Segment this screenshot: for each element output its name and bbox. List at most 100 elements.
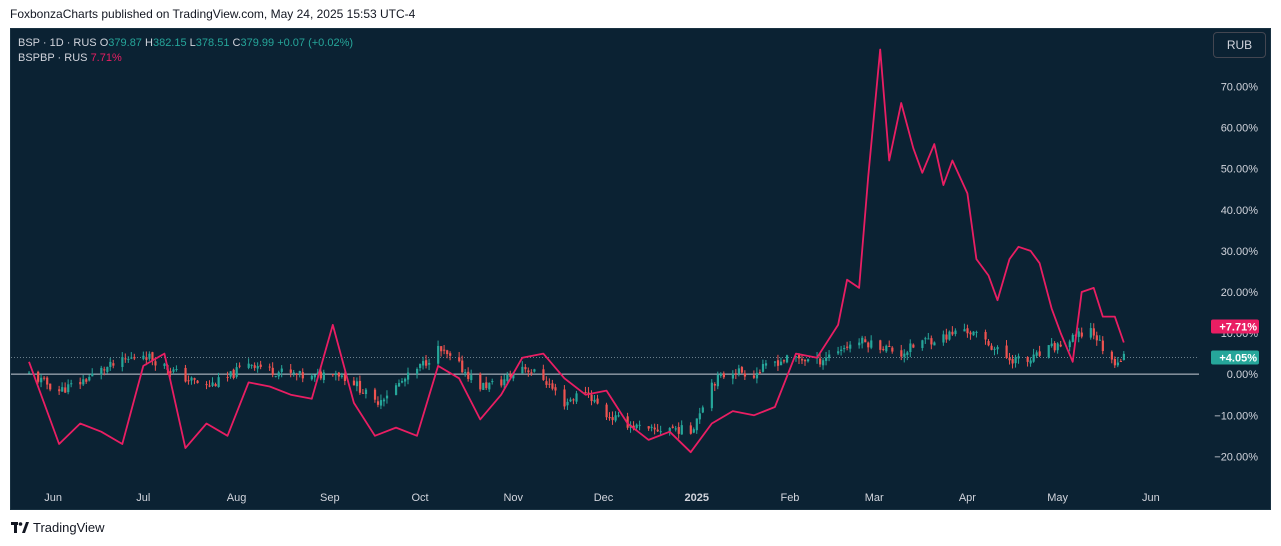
candle-body [382, 399, 386, 402]
candle-body [713, 384, 716, 386]
candle-body [731, 373, 735, 379]
candle-body [701, 407, 704, 413]
candle-body [151, 352, 154, 361]
legend-main-symbol: BSP · 1D · RUS [18, 37, 97, 49]
candle-body [954, 330, 957, 335]
tradingview-logo[interactable]: TradingView [11, 520, 105, 535]
candle-body [91, 373, 94, 377]
candle-body [169, 371, 172, 373]
candle-body [569, 399, 572, 402]
legend-compare-value: 7.71% [90, 52, 122, 64]
candle-body [238, 365, 241, 367]
y-tick-label: 70.00% [1221, 82, 1259, 94]
candle-body [819, 358, 822, 365]
candle-body [500, 379, 503, 386]
candle-body [990, 345, 993, 350]
candle-body [58, 389, 61, 392]
candle-body [340, 375, 344, 377]
chart-canvas[interactable]: 80.00%70.00%60.00%50.00%40.00%30.00%20.0… [11, 29, 1271, 510]
y-tick-label: 40.00% [1221, 205, 1259, 217]
legend-main-row[interactable]: BSP · 1D · RUS O379.87 H382.15 L378.51 C… [18, 36, 353, 51]
candle-body [716, 374, 719, 387]
candle-body [1122, 353, 1126, 360]
legend-high-label: H [145, 37, 153, 49]
candle-body [698, 413, 701, 420]
candle-body [416, 368, 419, 375]
candle-body [885, 345, 888, 352]
candle-body [277, 372, 280, 377]
candle-body [361, 392, 365, 394]
candle-body [680, 425, 683, 435]
legend-compare-row[interactable]: BSPBP · RUS 7.71% [18, 51, 353, 66]
candle-body [945, 334, 948, 340]
candle-body [1050, 343, 1053, 347]
candle-body [755, 372, 759, 379]
legend-change: +0.07 (+0.02%) [277, 37, 354, 49]
candle-body [373, 389, 377, 400]
candle-body [479, 373, 482, 390]
candle-body [677, 427, 680, 434]
candle-body [521, 366, 524, 374]
candle-body [632, 425, 635, 429]
candle-body [722, 373, 725, 378]
candle-body [37, 371, 40, 382]
candle-body [849, 344, 852, 349]
candle-body [64, 387, 67, 393]
candle-body [764, 363, 768, 366]
candle-body [548, 383, 551, 385]
candle-body [1095, 335, 1098, 341]
candle-body [963, 329, 966, 332]
candle-body [422, 361, 425, 366]
candle-body [461, 360, 464, 373]
candle-body [85, 379, 88, 382]
candle-body [256, 366, 259, 369]
x-tick-label: Sep [320, 492, 340, 504]
candle-body [100, 367, 103, 375]
candle-body [1014, 357, 1017, 364]
candle-body [840, 349, 843, 352]
candle-body [906, 352, 909, 355]
candle-body [984, 331, 987, 340]
y-tick-label: −20.00% [1214, 451, 1258, 463]
candle-body [1017, 356, 1020, 359]
candle-body [668, 428, 671, 432]
currency-button[interactable]: RUB [1213, 32, 1266, 58]
candle-body [467, 371, 470, 379]
candle-body [882, 348, 885, 350]
candle-body [253, 365, 256, 368]
candle-body [503, 379, 506, 386]
candle-body [1092, 328, 1095, 336]
candle-body [124, 358, 127, 360]
candle-body [653, 427, 656, 430]
candle-body [825, 357, 828, 361]
candle-body [1113, 358, 1116, 366]
candle-body [972, 331, 975, 336]
candle-body [710, 382, 713, 409]
candle-body [274, 376, 277, 378]
x-tick-label: 2025 [684, 492, 708, 504]
legend-low-value: 378.51 [195, 37, 230, 49]
candle-body [966, 328, 969, 334]
candle-body [440, 346, 443, 352]
tradingview-brand: TradingView [33, 520, 105, 535]
candle-body [782, 360, 786, 362]
x-tick-label: Jul [136, 492, 150, 504]
candle-body [1032, 354, 1035, 362]
candle-body [142, 355, 145, 359]
candle-body [773, 361, 777, 363]
candle-body [127, 358, 130, 360]
y-tick-label: 20.00% [1221, 287, 1259, 299]
candle-body [364, 389, 368, 395]
candle-body [190, 377, 193, 381]
legend-compare-symbol: BSPBP · RUS [18, 52, 88, 64]
chart-area[interactable]: 80.00%70.00%60.00%50.00%40.00%30.00%20.0… [10, 28, 1271, 510]
candle-body [566, 401, 569, 406]
candle-body [912, 344, 915, 348]
candle-body [575, 393, 578, 402]
legend-open-label: O [99, 37, 109, 49]
candle-body [376, 401, 380, 405]
candle-body [343, 374, 347, 381]
candle-body [331, 374, 335, 376]
candle-body [1068, 341, 1071, 348]
candle-body [145, 357, 148, 360]
